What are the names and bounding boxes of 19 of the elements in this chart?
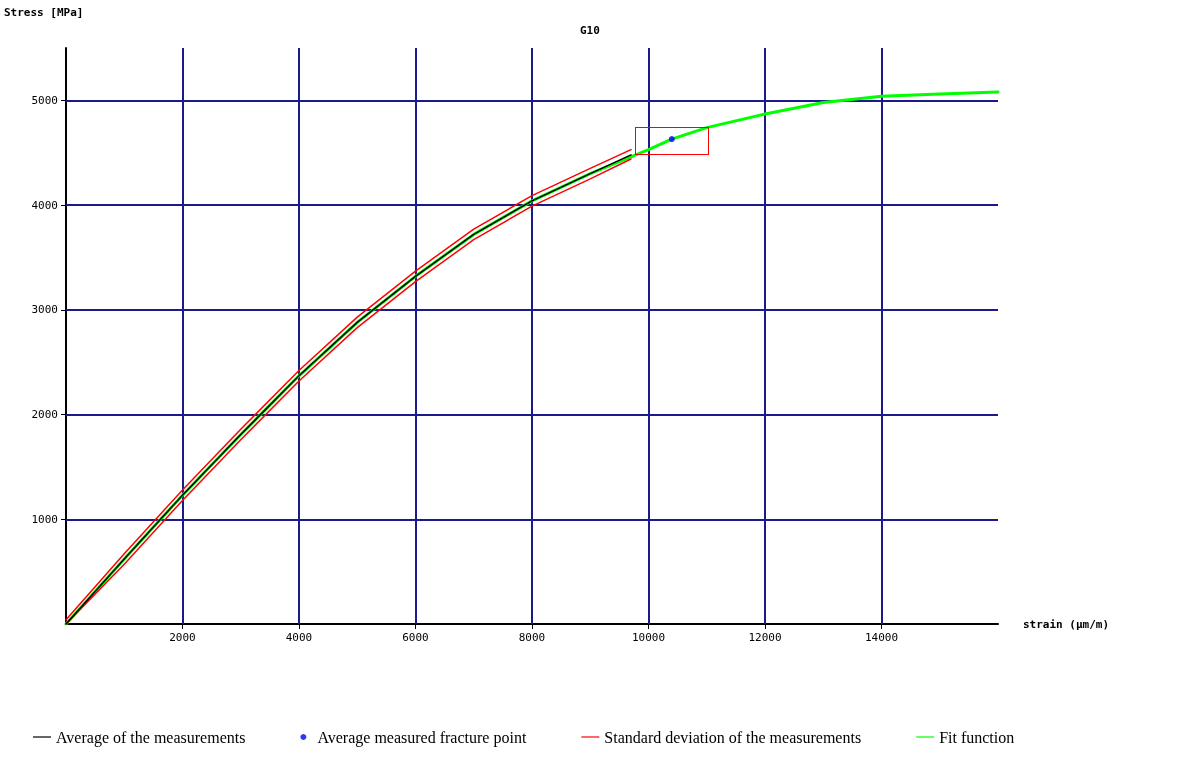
chart-title: G10 <box>580 24 600 37</box>
x-tick-label: 2000 <box>169 631 196 644</box>
legend-label: Fit function <box>939 728 1015 746</box>
x-tick-label: 6000 <box>402 631 429 644</box>
y-tick-label: 3000 <box>31 303 58 317</box>
x-tick-label: 4000 <box>285 631 313 644</box>
legend-label: Standard deviation of the measurements <box>604 728 862 746</box>
x-tick-label: 12000 <box>748 631 782 644</box>
x-tick-label: 14000 <box>864 631 899 644</box>
y-tick-label: 5000 <box>31 93 58 107</box>
y-tick-label: 4000 <box>31 198 58 212</box>
x-axis-title: strain (µm/m) <box>1023 617 1110 631</box>
x-tick-label: 10000 <box>631 631 666 644</box>
x-tick-label: 8000 <box>518 631 546 644</box>
y-axis-title: Stress [MPa] <box>4 6 84 19</box>
y-tick-label: 2000 <box>31 408 58 422</box>
legend-label: Average measured fracture point <box>317 728 527 747</box>
legend-label: Average of the measurements <box>56 728 246 747</box>
y-tick-label: 1000 <box>31 512 58 526</box>
